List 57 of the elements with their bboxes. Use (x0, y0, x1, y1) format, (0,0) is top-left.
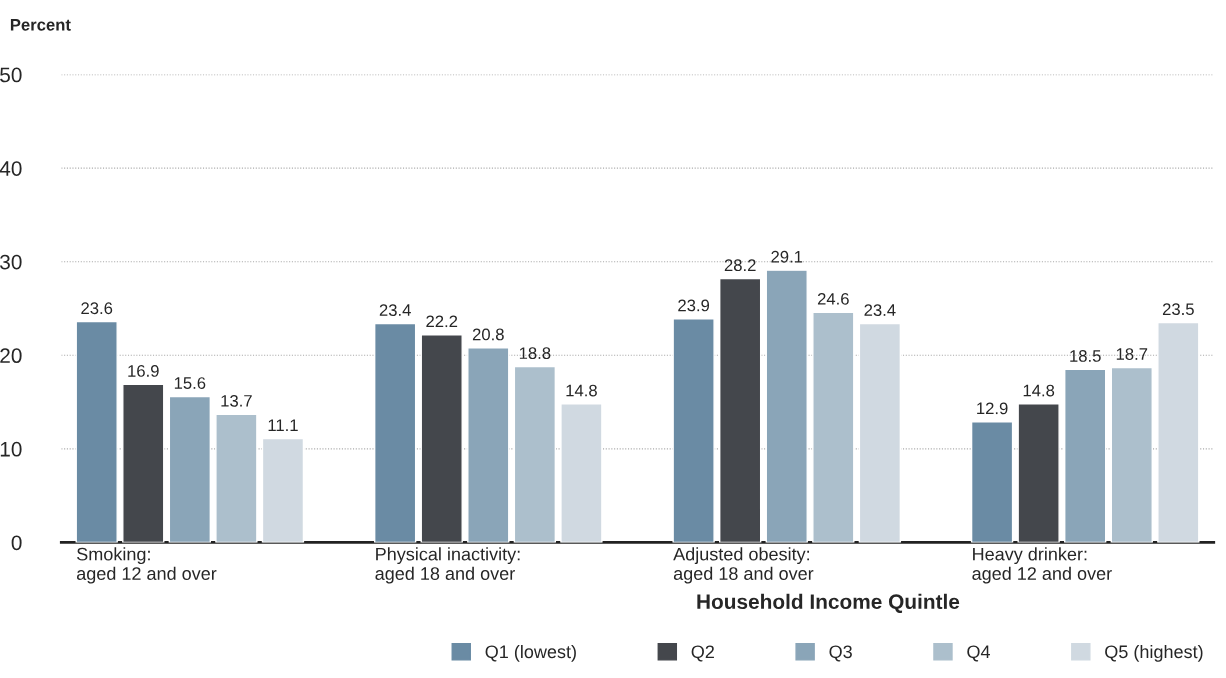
data-label: 15.6 (174, 377, 206, 389)
bar (467, 347, 510, 543)
bar (970, 421, 1014, 543)
data-label: 23.5 (1162, 303, 1194, 316)
data-label: 18.8 (519, 347, 551, 360)
bar (168, 395, 212, 543)
legend-label: Q5 (highest) (1105, 644, 1203, 662)
legend-label: Q1 (lowest) (485, 644, 576, 662)
bar (261, 437, 305, 543)
bar (858, 322, 902, 543)
legend-label: Q3 (829, 645, 852, 662)
x-tick-label: Heavy drinker: aged 12 and over (972, 547, 1112, 584)
y-tick-label: 0 (11, 535, 22, 551)
bar (373, 322, 417, 543)
data-label: 14.8 (566, 384, 597, 397)
data-label: 23.4 (864, 304, 896, 316)
bar (765, 269, 808, 543)
data-label: 22.2 (426, 315, 458, 328)
y-tick-label: 40 (0, 161, 22, 176)
data-label: 23.9 (678, 299, 710, 312)
y-tick-label: 20 (0, 348, 22, 364)
bar (420, 333, 463, 543)
y-tick-label: 10 (0, 441, 22, 457)
data-label: 29.1 (771, 250, 803, 263)
bar (1064, 368, 1107, 543)
y-tick-label: 50 (0, 67, 22, 83)
bar (122, 383, 165, 543)
data-label: 16.9 (128, 365, 159, 377)
data-label: 23.6 (81, 302, 113, 315)
x-tick-label: Smoking: aged 12 and over (76, 547, 217, 584)
bar (513, 365, 557, 543)
data-label: 18.7 (1116, 348, 1148, 360)
legend-label: Q4 (967, 645, 990, 662)
data-label: 23.4 (379, 304, 411, 316)
data-label: 11.1 (268, 419, 298, 431)
bar (75, 320, 118, 543)
bar (672, 318, 715, 543)
legend-label: Q2 (691, 645, 714, 662)
y-axis-title: Percent (10, 19, 71, 31)
bar (719, 277, 762, 543)
y-tick-label: 30 (0, 254, 22, 270)
data-label: 14.8 (1023, 384, 1055, 397)
data-label: 24.6 (817, 292, 849, 305)
data-label: 18.5 (1070, 350, 1101, 362)
bar (1110, 366, 1153, 543)
bar (215, 413, 258, 543)
data-label: 13.7 (221, 394, 252, 407)
bar (1157, 321, 1200, 543)
data-label: 20.8 (472, 328, 504, 341)
legend-title: Household Income Quintle (697, 593, 960, 613)
x-tick-label: Physical inactivity: aged 18 and over (375, 547, 520, 584)
bar (812, 311, 855, 543)
bar (1017, 403, 1060, 543)
data-label: 28.2 (724, 259, 756, 272)
data-label: 12.9 (977, 402, 1008, 415)
x-tick-label: Adjusted obesity: aged 18 and over (673, 547, 814, 584)
bar (560, 403, 603, 543)
